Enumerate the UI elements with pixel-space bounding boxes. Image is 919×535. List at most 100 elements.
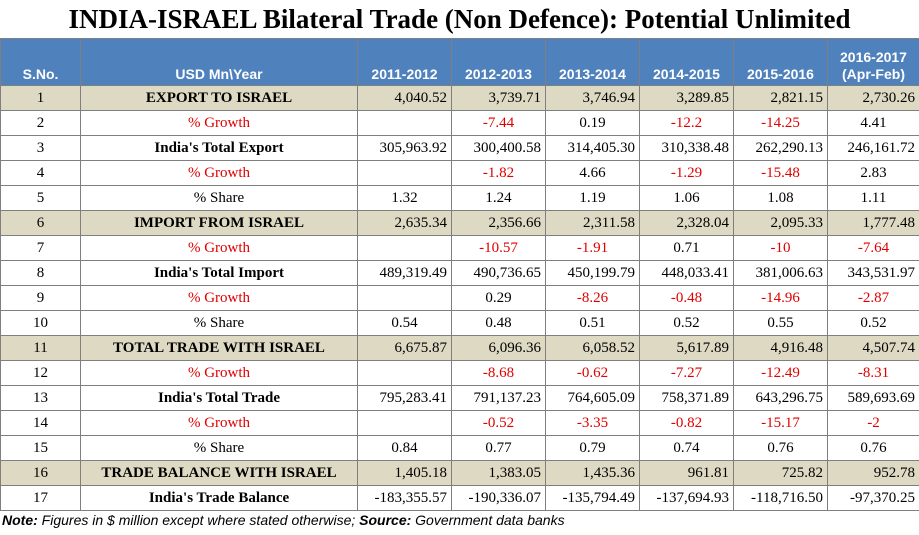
header-year: 2015-2016 (733, 38, 828, 86)
value-cell: -0.48 (639, 285, 734, 311)
value-cell: 2,635.34 (357, 210, 452, 236)
value-cell: -7.27 (639, 360, 734, 386)
value-cell: 3,739.71 (451, 85, 546, 111)
value-cell: 0.48 (451, 310, 546, 336)
header-year: 2011-2012 (357, 38, 452, 86)
row-label: IMPORT FROM ISRAEL (80, 210, 358, 236)
value-cell: -8.68 (451, 360, 546, 386)
table-row: 10% Share 0.54 0.48 0.51 0.52 0.55 0.52 (0, 310, 919, 336)
value-cell: 589,693.69 (827, 385, 919, 411)
value-cell: 4.41 (827, 110, 919, 136)
row-label: % Share (80, 310, 358, 336)
row-number: 11 (0, 335, 81, 361)
table-row: 4% Growth -1.82 4.66 -1.29 -15.48 2.83 (0, 160, 919, 186)
header-year-last-line1: 2016-2017 (840, 49, 907, 65)
row-label: % Growth (80, 285, 358, 311)
value-cell: 1,383.05 (451, 460, 546, 486)
value-cell: 4,916.48 (733, 335, 828, 361)
row-number: 12 (0, 360, 81, 386)
table-row: 8 India's Total Import 489,319.49 490,736.6… (0, 260, 919, 286)
value-cell: 6,675.87 (357, 335, 452, 361)
header-year-last: 2016-2017 (Apr-Feb) (827, 38, 919, 86)
table-row: 13 India's Total Trade 795,283.41 791,137.2… (0, 385, 919, 411)
value-cell: 2,328.04 (639, 210, 734, 236)
value-cell: -10.57 (451, 235, 546, 261)
value-cell: -8.26 (545, 285, 640, 311)
row-number: 1 (0, 85, 81, 111)
row-number: 5 (0, 185, 81, 211)
row-number: 10 (0, 310, 81, 336)
value-cell: 1.06 (639, 185, 734, 211)
table-row: 14% Growth -0.52 -3.35 -0.82 -15.17 -2 (0, 410, 919, 436)
value-cell: 952.78 (827, 460, 919, 486)
table-row: 9% Growth 0.29 -8.26 -0.48 -14.96 -2.87 (0, 285, 919, 311)
header-year: 2014-2015 (639, 38, 734, 86)
row-label: % Growth (80, 235, 358, 261)
table-body: 1 EXPORT TO ISRAEL 4,040.52 3,739.71 3,746.9… (0, 85, 919, 511)
row-number: 16 (0, 460, 81, 486)
table-row: 2% Growth -7.44 0.19 -12.2 -14.25 4.41 (0, 110, 919, 136)
value-cell: -190,336.07 (451, 485, 546, 511)
value-cell: 0.76 (827, 435, 919, 461)
row-label: TRADE BALANCE WITH ISRAEL (80, 460, 358, 486)
value-cell: -7.64 (827, 235, 919, 261)
value-cell: 1.19 (545, 185, 640, 211)
value-cell: 0.54 (357, 310, 452, 336)
row-number: 14 (0, 410, 81, 436)
value-cell: 2,311.58 (545, 210, 640, 236)
value-cell: 4,040.52 (357, 85, 452, 111)
value-cell: -97,370.25 (827, 485, 919, 511)
row-label: TOTAL TRADE WITH ISRAEL (80, 335, 358, 361)
row-label: % Growth (80, 360, 358, 386)
row-label: India's Trade Balance (80, 485, 358, 511)
value-cell: 246,161.72 (827, 135, 919, 161)
row-label: EXPORT TO ISRAEL (80, 85, 358, 111)
row-label: India's Total Import (80, 260, 358, 286)
value-cell: 1,405.18 (357, 460, 452, 486)
value-cell (357, 410, 452, 436)
row-number: 3 (0, 135, 81, 161)
value-cell: 1.32 (357, 185, 452, 211)
value-cell: 448,033.41 (639, 260, 734, 286)
header-year: 2012-2013 (451, 38, 546, 86)
value-cell: 262,290.13 (733, 135, 828, 161)
value-cell: 0.77 (451, 435, 546, 461)
value-cell: -135,794.49 (545, 485, 640, 511)
value-cell: 2,730.26 (827, 85, 919, 111)
row-number: 2 (0, 110, 81, 136)
value-cell: -0.52 (451, 410, 546, 436)
value-cell: 3,746.94 (545, 85, 640, 111)
value-cell: 1.11 (827, 185, 919, 211)
table-row: 15% Share 0.84 0.77 0.79 0.74 0.76 0.76 (0, 435, 919, 461)
value-cell: 961.81 (639, 460, 734, 486)
value-cell: -137,694.93 (639, 485, 734, 511)
table-row: 3 India's Total Export 305,963.92 300,400.5… (0, 135, 919, 161)
row-label: India's Total Export (80, 135, 358, 161)
value-cell: 450,199.79 (545, 260, 640, 286)
table-row: 5% Share 1.32 1.24 1.19 1.06 1.08 1.11 (0, 185, 919, 211)
value-cell: 1,435.36 (545, 460, 640, 486)
row-number: 15 (0, 435, 81, 461)
value-cell: 764,605.09 (545, 385, 640, 411)
value-cell: 0.52 (827, 310, 919, 336)
value-cell: 0.79 (545, 435, 640, 461)
value-cell (357, 360, 452, 386)
header-year-last-line2: (Apr-Feb) (842, 66, 905, 82)
value-cell: -14.96 (733, 285, 828, 311)
note-text: Figures in $ million except where stated… (37, 512, 360, 528)
value-cell: 0.84 (357, 435, 452, 461)
row-number: 9 (0, 285, 81, 311)
value-cell: 0.19 (545, 110, 640, 136)
value-cell: 758,371.89 (639, 385, 734, 411)
header-year: 2013-2014 (545, 38, 640, 86)
value-cell: -10 (733, 235, 828, 261)
value-cell: -183,355.57 (357, 485, 452, 511)
row-number: 13 (0, 385, 81, 411)
value-cell: 0.52 (639, 310, 734, 336)
value-cell: 791,137.23 (451, 385, 546, 411)
value-cell: -2.87 (827, 285, 919, 311)
value-cell: 0.76 (733, 435, 828, 461)
value-cell: 310,338.48 (639, 135, 734, 161)
row-label: % Growth (80, 160, 358, 186)
table-row: 16 TRADE BALANCE WITH ISRAEL 1,405.18 1,383… (0, 460, 919, 486)
